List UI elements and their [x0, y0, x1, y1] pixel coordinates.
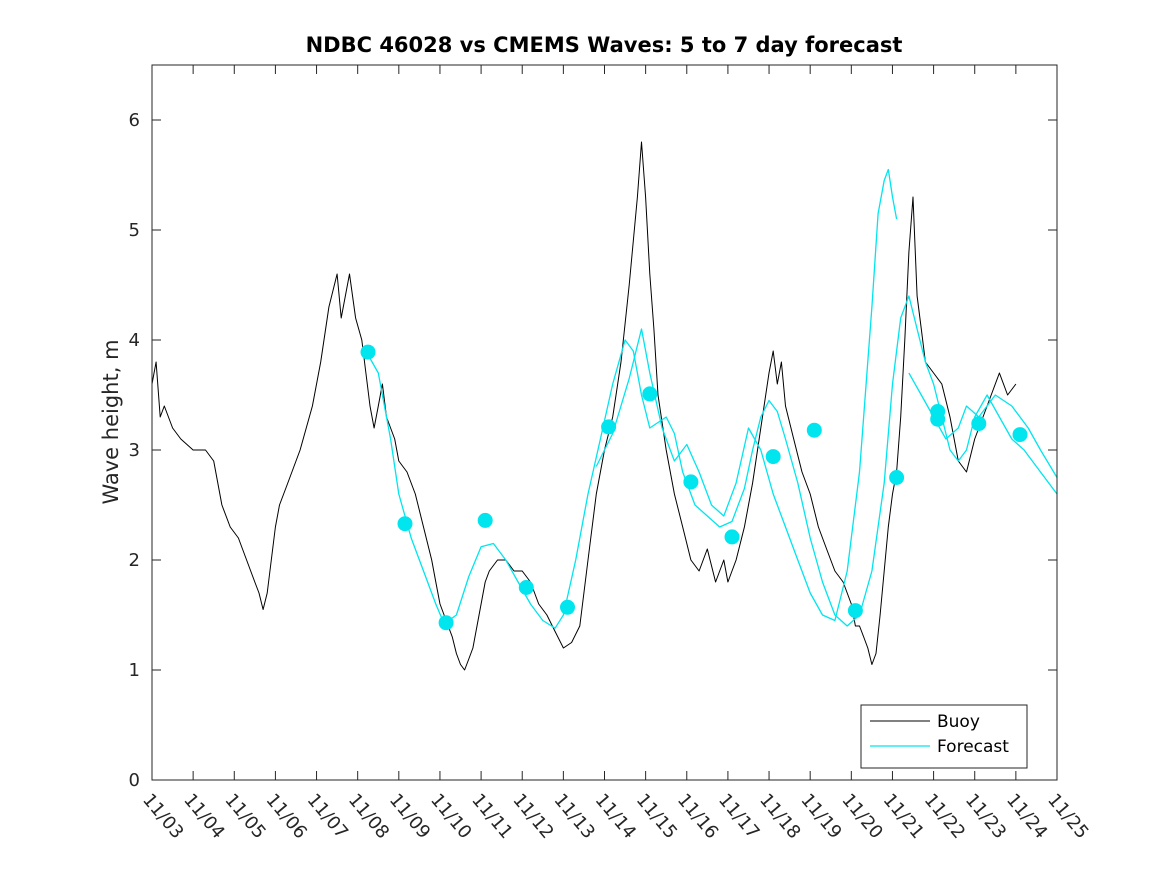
- forecast-marker-5: [560, 599, 575, 615]
- forecast-marker-16: [971, 416, 987, 432]
- x-tick-label-7: 11/10: [426, 790, 475, 843]
- forecast-marker-15: [930, 411, 946, 427]
- y-tick-label-0: 0: [129, 770, 140, 791]
- legend-label-buoy: Buoy: [937, 712, 980, 732]
- x-tick-label-2: 11/05: [220, 790, 269, 843]
- forecast-marker-3: [477, 512, 493, 528]
- x-tick-label-8: 11/11: [467, 790, 516, 843]
- x-tick-label-9: 11/12: [508, 790, 557, 843]
- y-tick-label-4: 4: [129, 330, 140, 351]
- x-tick-label-14: 11/17: [714, 790, 763, 843]
- forecast-marker-8: [683, 474, 699, 490]
- x-tick-label-15: 11/18: [755, 790, 804, 843]
- x-tick-label-13: 11/16: [673, 790, 722, 843]
- x-tick-label-12: 11/15: [632, 790, 681, 843]
- x-tick-label-4: 11/07: [303, 790, 352, 843]
- x-tick-label-17: 11/20: [837, 790, 886, 843]
- x-tick-label-3: 11/06: [262, 790, 311, 843]
- forecast-marker-12: [847, 603, 863, 619]
- x-tick-label-16: 11/19: [796, 790, 845, 843]
- x-tick-label-6: 11/09: [385, 790, 434, 843]
- forecast-marker-0: [360, 344, 376, 360]
- series-line-forecast-run-2: [595, 168, 898, 622]
- forecast-marker-1: [397, 516, 413, 532]
- x-tick-label-20: 11/23: [961, 790, 1010, 843]
- series-line-forecast: [365, 295, 1058, 629]
- x-tick-label-11: 11/14: [591, 790, 640, 843]
- y-tick-label-3: 3: [129, 440, 140, 461]
- x-tick-label-18: 11/21: [879, 790, 928, 843]
- chart-title: NDBC 46028 vs CMEMS Waves: 5 to 7 day fo…: [306, 33, 903, 57]
- legend-box: [860, 704, 1028, 769]
- forecast-marker-4: [518, 580, 534, 595]
- x-tick-label-0: 11/03: [138, 790, 187, 843]
- x-tick-label-19: 11/22: [920, 790, 969, 843]
- x-tick-label-22: 11/25: [1043, 790, 1092, 843]
- legend: Buoy Forecast: [860, 704, 1028, 769]
- x-tick-label-1: 11/04: [179, 790, 228, 843]
- forecast-marker-7: [642, 386, 658, 402]
- forecast-marker-2: [438, 615, 454, 631]
- x-tick-label-5: 11/08: [344, 790, 393, 843]
- plot-area: [151, 64, 1058, 781]
- forecast-marker-9: [724, 529, 740, 545]
- forecast-marker-6: [601, 419, 617, 435]
- y-tick-label-5: 5: [129, 220, 140, 241]
- x-tick-label-10: 11/13: [550, 790, 599, 843]
- y-tick-label-1: 1: [129, 660, 140, 681]
- forecast-marker-13: [889, 470, 905, 485]
- legend-label-forecast: Forecast: [937, 737, 1009, 757]
- y-axis-label: Wave height, m: [99, 339, 123, 504]
- series-line-buoy: [151, 141, 1017, 671]
- y-tick-label-2: 2: [129, 550, 140, 571]
- forecast-marker-11: [806, 422, 822, 438]
- y-tick-label-6: 6: [129, 110, 140, 131]
- x-tick-label-21: 11/24: [1002, 790, 1051, 843]
- forecast-marker-17: [1012, 427, 1028, 443]
- forecast-marker-10: [765, 449, 781, 465]
